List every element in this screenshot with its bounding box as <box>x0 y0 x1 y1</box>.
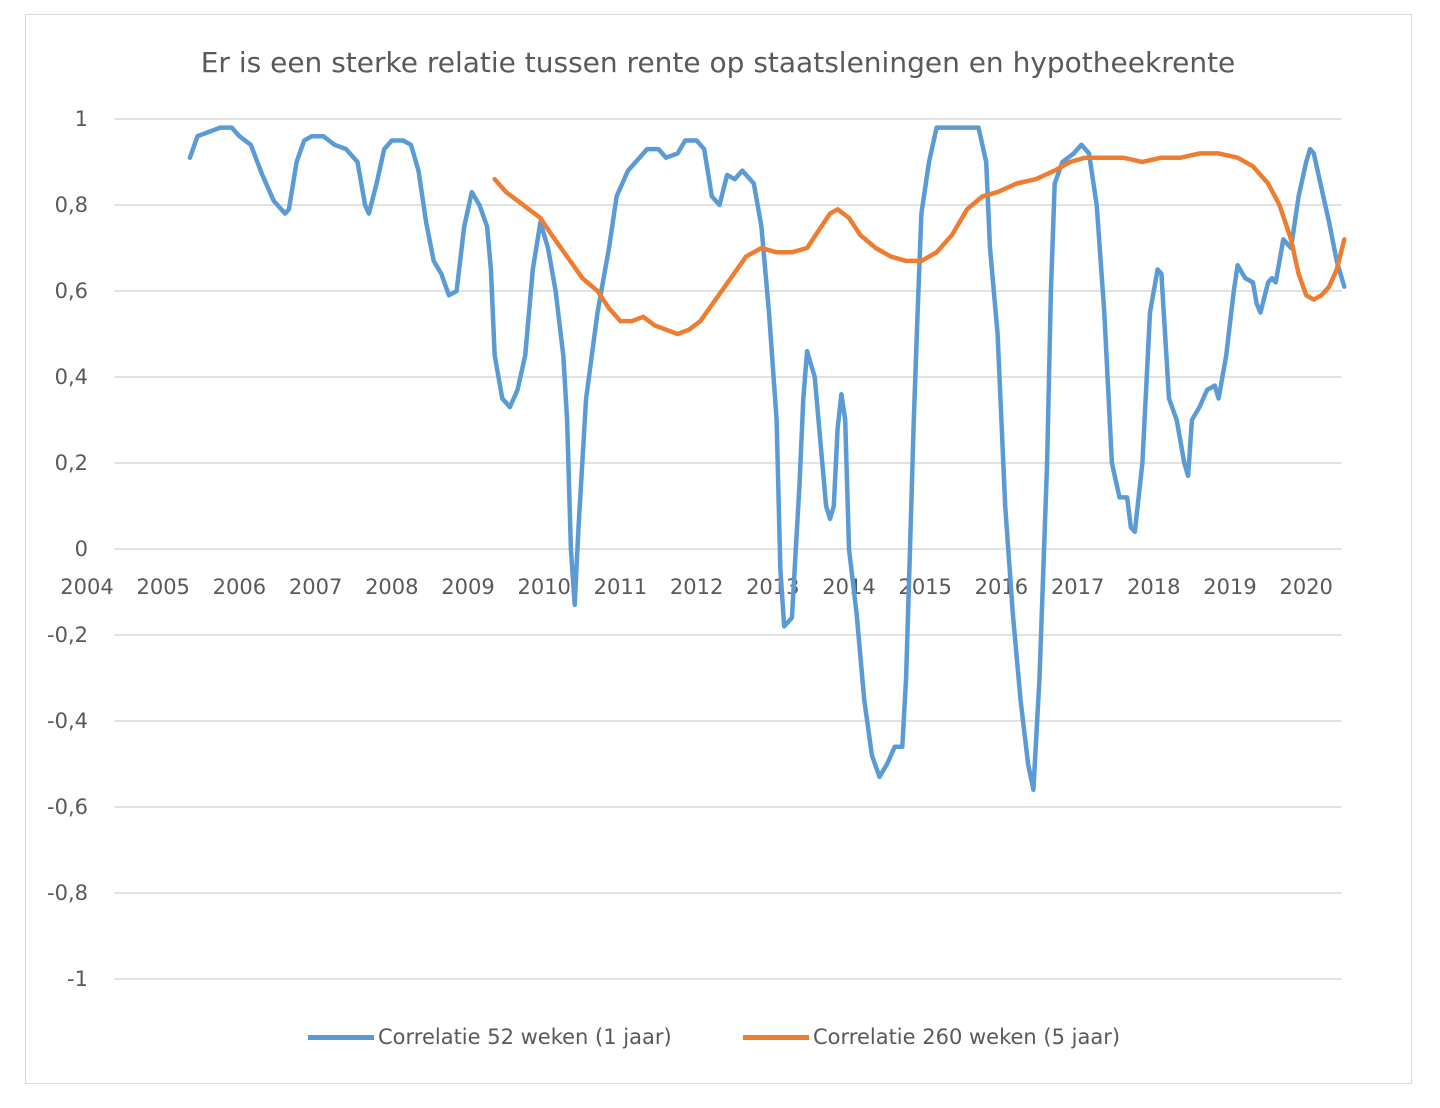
x-tick-label: 2009 <box>441 575 494 599</box>
y-axis-labels: 1 0,8 0,6 0,4 0,2 0 -0,2 -0,4 -0,6 -0,8 -1 <box>47 107 88 991</box>
y-tick-label: 0,4 <box>55 365 88 389</box>
x-tick-label: 2008 <box>365 575 418 599</box>
x-tick-label: 2007 <box>289 575 342 599</box>
x-tick-label: 2006 <box>213 575 266 599</box>
legend-label-2: Correlatie 260 weken (5 jaar) <box>813 1025 1121 1049</box>
x-tick-label: 2012 <box>670 575 723 599</box>
y-tick-label: 0,6 <box>55 279 88 303</box>
y-tick-label: 1 <box>75 107 88 131</box>
x-tick-label: 2011 <box>594 575 647 599</box>
legend-swatch-2 <box>743 1034 809 1040</box>
series-lines <box>187 125 1347 793</box>
x-tick-label: 2019 <box>1203 575 1256 599</box>
series-line-1 <box>187 125 1347 793</box>
legend-swatch-1 <box>308 1034 374 1040</box>
legend-label-1: Correlatie 52 weken (1 jaar) <box>378 1025 672 1049</box>
x-tick-label: 2013 <box>746 575 799 599</box>
x-tick-label: 2017 <box>1051 575 1104 599</box>
y-tick-label: -0,8 <box>47 881 88 905</box>
y-tick-label: 0 <box>75 537 88 561</box>
y-tick-label: 0,2 <box>55 451 88 475</box>
x-tick-label: 2020 <box>1279 575 1332 599</box>
legend-item-2: Correlatie 260 weken (5 jaar) <box>743 1022 1120 1052</box>
y-tick-label: -0,2 <box>47 623 88 647</box>
y-tick-label: -0,6 <box>47 795 88 819</box>
legend-item-1: Correlatie 52 weken (1 jaar) <box>308 1022 672 1052</box>
x-axis-labels: 2004 2005 2006 2007 2008 2009 2010 2011 2012 2013… <box>60 575 1333 599</box>
y-tick-label: -1 <box>67 967 88 991</box>
x-tick-label: 2014 <box>822 575 875 599</box>
x-tick-label: 2004 <box>60 575 113 599</box>
y-tick-label: -0,4 <box>47 709 88 733</box>
x-tick-label: 2018 <box>1127 575 1180 599</box>
gridlines <box>114 118 1342 980</box>
x-tick-label: 2005 <box>136 575 189 599</box>
x-tick-label: 2016 <box>975 575 1028 599</box>
y-tick-label: 0,8 <box>55 193 88 217</box>
x-tick-label: 2010 <box>517 575 570 599</box>
chart-title: Er is een sterke relatie tussen rente op… <box>200 46 1236 79</box>
series-line-2 <box>492 151 1347 337</box>
